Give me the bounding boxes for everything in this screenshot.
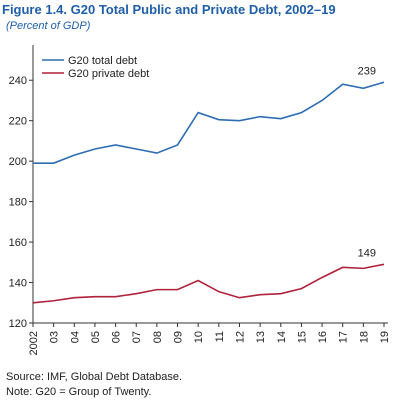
note: Note: G20 = Group of Twenty. [6,386,151,398]
end-label: 239 [358,65,376,77]
chart-subtitle: (Percent of GDP) [6,20,91,32]
x-tick-label: 04 [69,331,81,343]
x-tick-label: 19 [379,331,391,343]
y-tick-label: 140 [9,278,27,290]
x-tick-label: 06 [111,331,123,343]
legend-label: G20 total debt [68,55,137,67]
x-tick-label: 03 [49,331,61,343]
x-tick-label: 17 [338,331,350,343]
x-tick-label: 15 [296,331,308,343]
y-tick-label: 160 [9,237,27,249]
chart-title: Figure 1.4. G20 Total Public and Private… [2,2,336,17]
x-tick-label: 16 [317,331,329,343]
y-tick-label: 120 [9,318,27,330]
line-series [32,263,385,304]
end-label: 149 [358,247,376,259]
y-tick-label: 220 [9,116,27,128]
y-tick-label: 180 [9,197,27,209]
x-tick-label: 09 [173,331,185,343]
x-tick-label: 12 [234,331,246,343]
x-tick-label: 2002 [28,331,40,355]
line-series [33,81,385,164]
y-tick-label: 200 [9,156,27,168]
x-tick-label: 13 [255,331,267,343]
legend-label: G20 private debt [68,68,149,80]
y-tick-label: 240 [9,75,27,87]
x-tick-label: 11 [214,331,226,342]
x-tick-label: 05 [90,331,102,343]
x-tick-label: 14 [276,331,288,343]
x-tick-label: 10 [193,331,205,343]
source: Source: IMF, Global Debt Database. [6,371,182,383]
x-tick-label: 08 [152,331,164,343]
x-tick-label: 07 [131,331,143,343]
x-tick-label: 18 [358,331,370,343]
